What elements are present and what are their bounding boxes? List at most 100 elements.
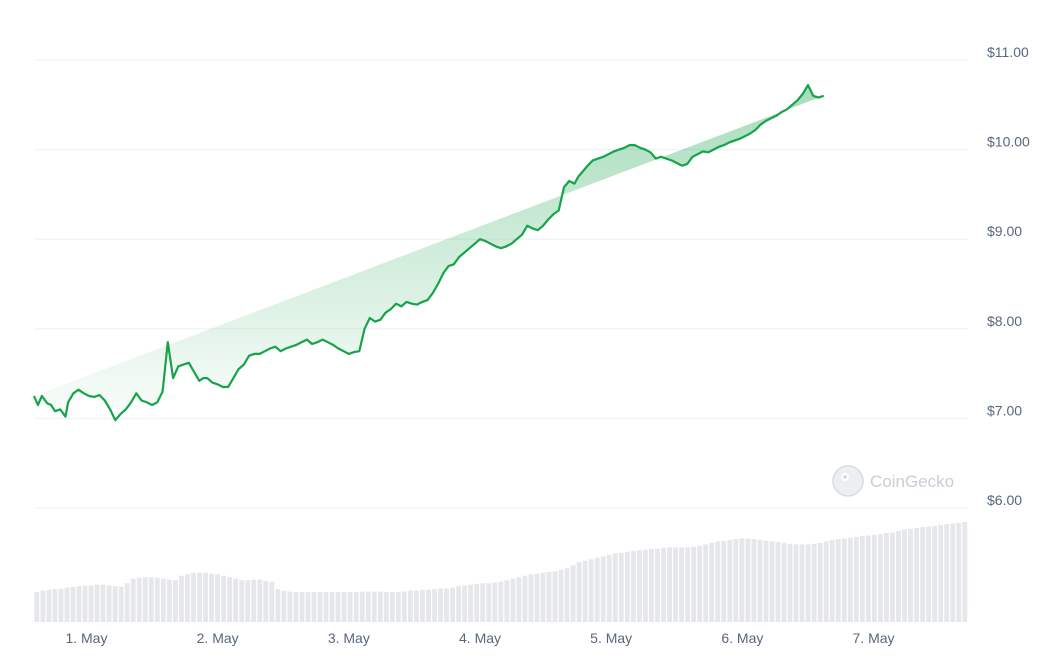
volume-bar (546, 571, 552, 622)
volume-bar (227, 577, 233, 622)
price-line (32, 84, 825, 422)
volume-bar (395, 592, 401, 622)
volume-bar (787, 543, 793, 622)
volume-bar (817, 542, 823, 622)
volume-bar (293, 592, 299, 622)
x-tick-label: 6. May (721, 630, 763, 646)
volume-bar (727, 539, 733, 622)
volume-bar (679, 547, 684, 622)
volume-bar (377, 591, 383, 622)
volume-bar (251, 579, 257, 622)
volume-bar (956, 522, 962, 622)
volume-bar (269, 581, 275, 622)
volume-bar (673, 547, 678, 622)
x-tick-label: 3. May (328, 630, 370, 646)
volume-bar (667, 547, 672, 622)
volume-bar (811, 543, 817, 622)
volume-bar (275, 589, 281, 622)
gridlines (34, 59, 968, 509)
volume-bar (721, 540, 727, 622)
volume-bar (160, 578, 166, 622)
volume-bar (793, 544, 799, 622)
volume-bar (40, 590, 46, 622)
volume-bar (962, 522, 968, 622)
volume-bar (697, 545, 703, 622)
volume-bar (564, 568, 570, 622)
volume-bar (347, 592, 353, 622)
volume-bar (624, 551, 630, 622)
price-area (34, 85, 824, 421)
volume-bar (715, 541, 721, 622)
volume-bar (739, 538, 745, 622)
volume-bar (576, 562, 582, 622)
volume-bar (52, 589, 58, 622)
volume-bar (287, 591, 293, 622)
volume-bar (197, 572, 202, 622)
volume-bar (733, 539, 739, 622)
volume-bar (136, 577, 142, 622)
volume-bar (408, 590, 413, 622)
volume-bar (588, 559, 594, 622)
volume-bar (172, 580, 178, 622)
x-tick-label: 2. May (197, 630, 239, 646)
volume-bar (829, 539, 835, 622)
volume-bars (34, 522, 968, 622)
volume-bar (329, 592, 335, 622)
volume-bar (34, 592, 40, 622)
volume-bar (432, 589, 437, 622)
volume-bar (257, 579, 263, 622)
volume-bar (221, 575, 227, 622)
volume-bar (630, 550, 636, 622)
volume-bar (914, 527, 919, 622)
volume-bar (383, 592, 389, 622)
volume-bar (444, 588, 449, 622)
volume-bar (853, 536, 859, 622)
volume-bar (233, 578, 239, 622)
volume-bar (401, 591, 407, 622)
volume-bar (685, 547, 691, 622)
volume-bar (835, 539, 841, 622)
volume-bar (420, 589, 425, 622)
volume-bar (118, 586, 124, 622)
volume-bar (823, 541, 829, 622)
volume-bar (582, 560, 588, 622)
y-tick-label: $7.00 (987, 402, 1022, 418)
volume-bar (209, 573, 214, 622)
volume-bar (950, 523, 956, 622)
volume-bar (215, 574, 220, 622)
volume-bar (359, 591, 365, 622)
volume-bar (456, 586, 462, 622)
volume-bar (703, 544, 709, 622)
volume-bar (896, 530, 901, 622)
volume-bar (426, 589, 431, 622)
volume-bar (341, 592, 347, 622)
volume-bar (636, 550, 642, 622)
price-area-fill (34, 85, 824, 421)
volume-bar (468, 584, 474, 622)
volume-bar (769, 541, 775, 622)
coingecko-watermark: CoinGecko (832, 465, 954, 497)
volume-bar (438, 588, 443, 622)
volume-bar (64, 587, 70, 622)
x-tick-label: 1. May (65, 630, 107, 646)
volume-bar (884, 533, 889, 622)
volume-bar (311, 592, 317, 622)
volume-bar (166, 579, 172, 622)
volume-bar (618, 552, 624, 622)
volume-bar (58, 588, 64, 622)
volume-bar (805, 544, 811, 622)
volume-bar (281, 590, 287, 622)
volume-bar (486, 583, 492, 622)
volume-bar (890, 532, 895, 622)
volume-bar (606, 554, 612, 622)
watermark-label: CoinGecko (870, 472, 954, 491)
volume-bar (847, 537, 853, 622)
volume-bar (124, 583, 130, 622)
volume-bar (516, 577, 522, 622)
volume-bar (751, 539, 757, 622)
volume-bar (612, 553, 618, 622)
volume-bar (859, 536, 865, 622)
volume-bar (841, 538, 847, 622)
volume-bar (492, 582, 498, 622)
